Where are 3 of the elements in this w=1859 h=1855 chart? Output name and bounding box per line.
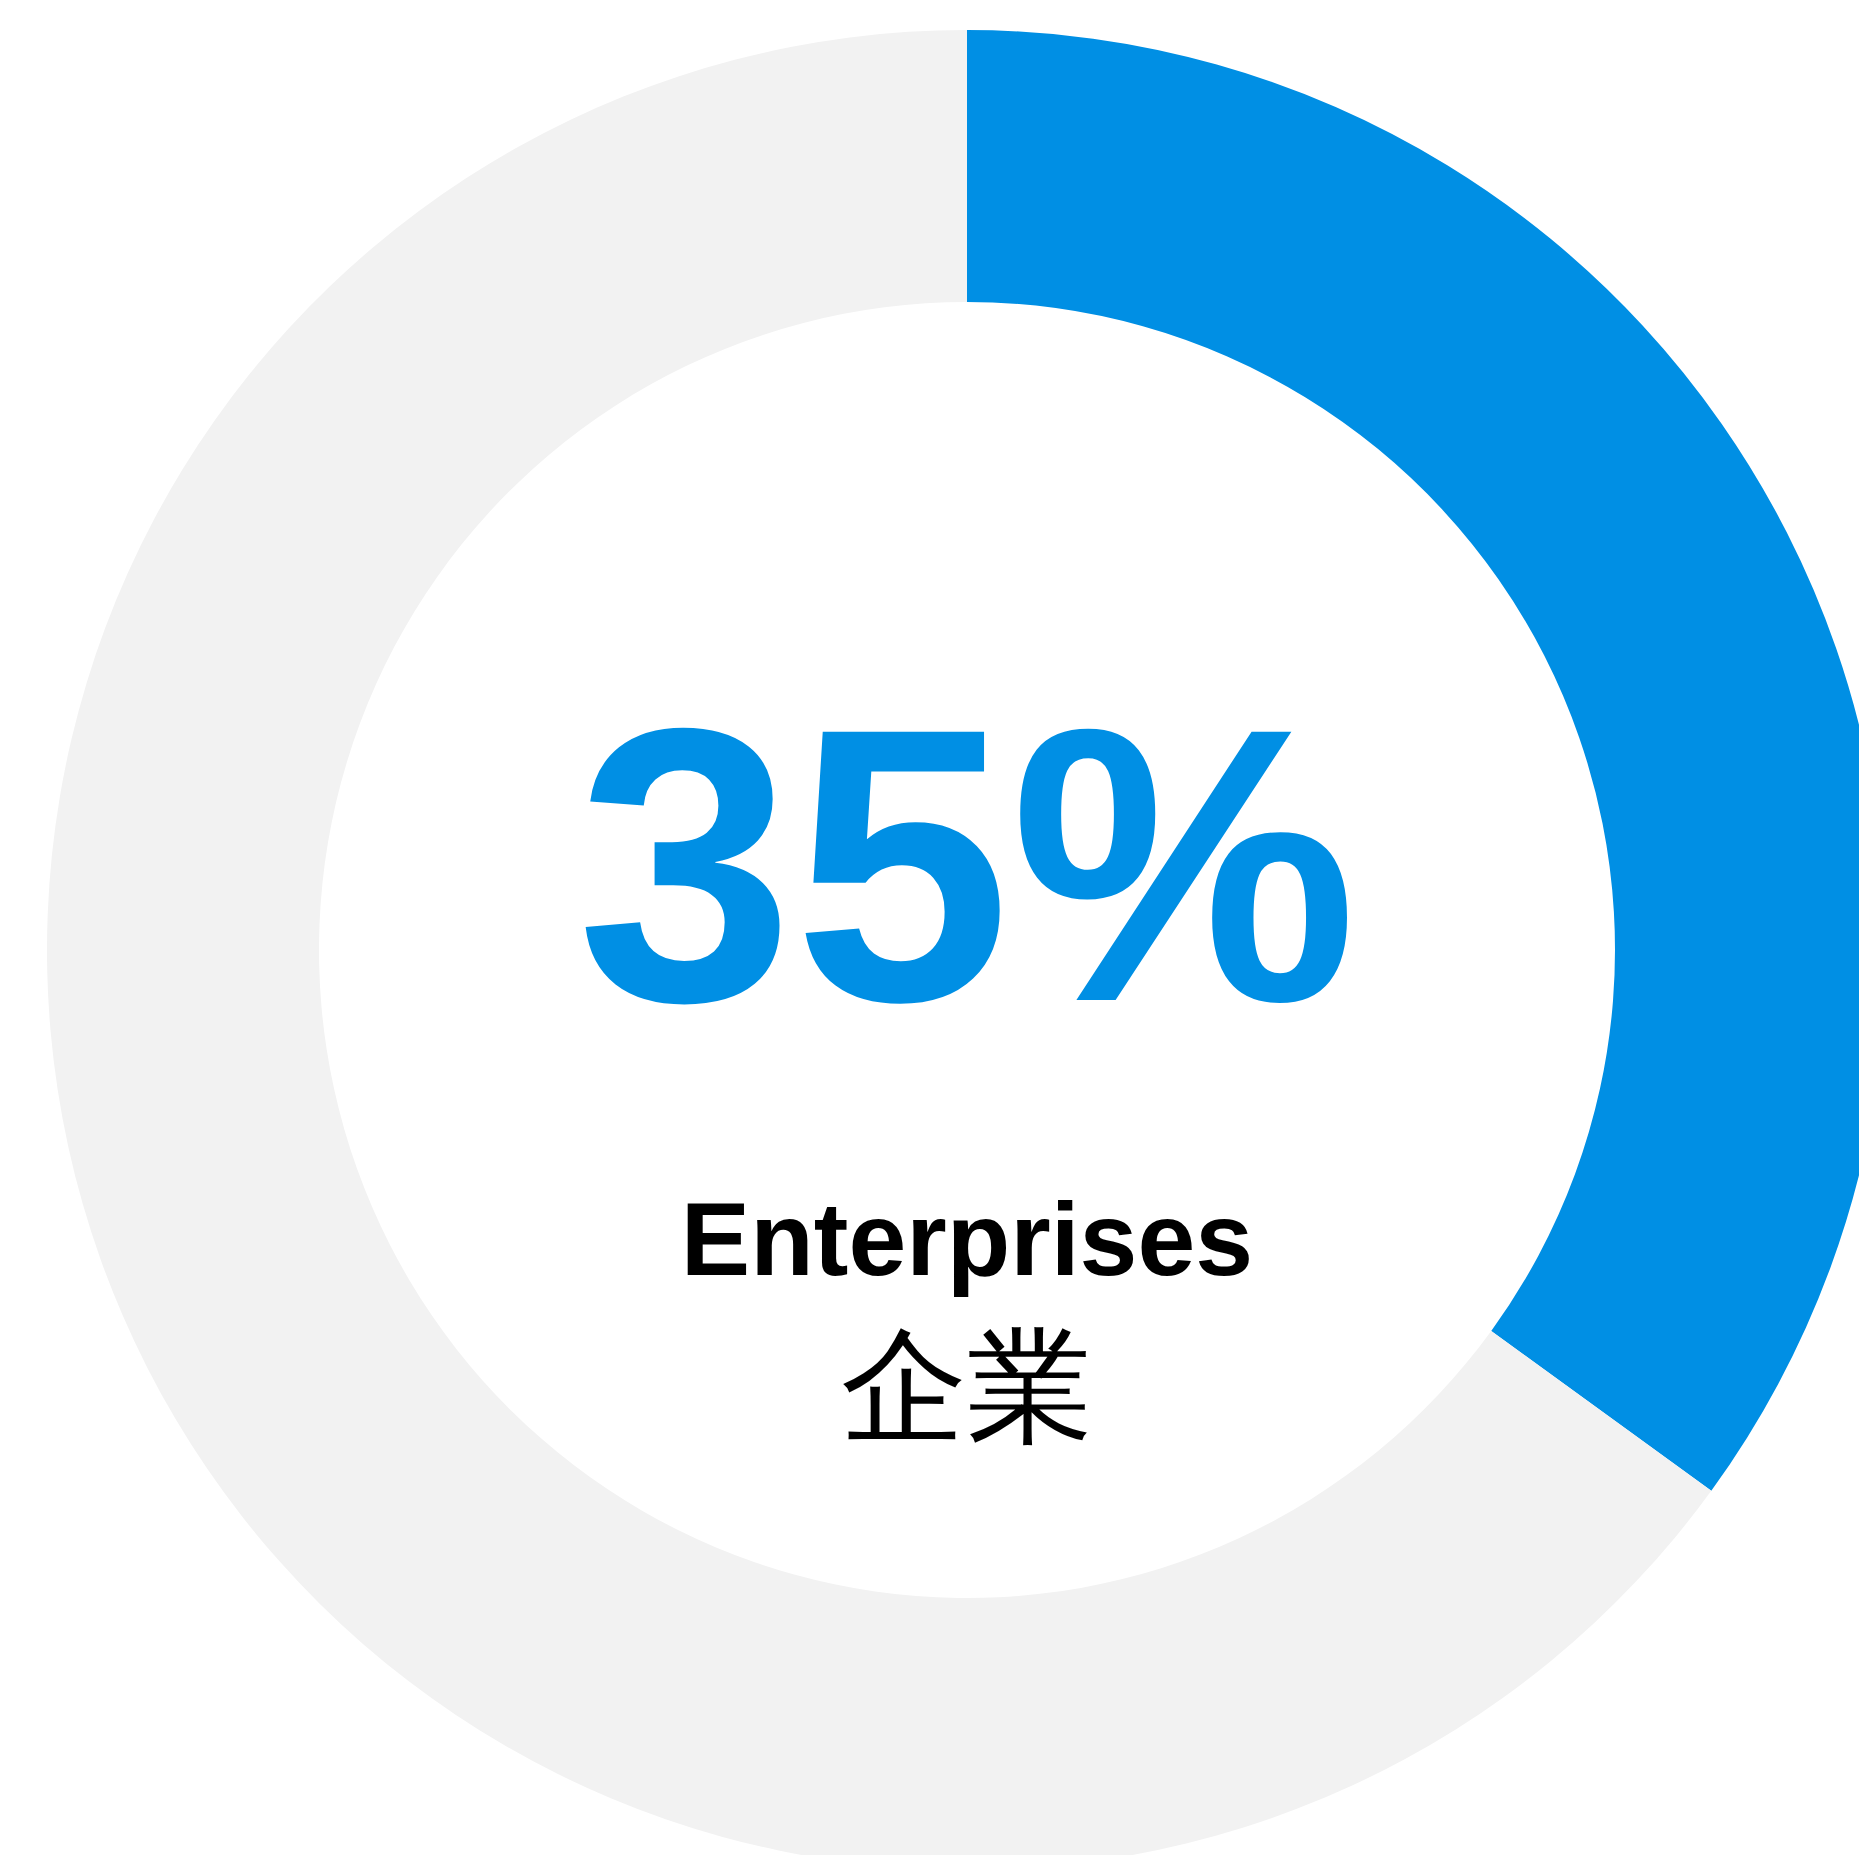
data-label: 35%: [576, 647, 1358, 1083]
text: 企業: [841, 1316, 1093, 1457]
text: Enterprises: [680, 1181, 1254, 1297]
